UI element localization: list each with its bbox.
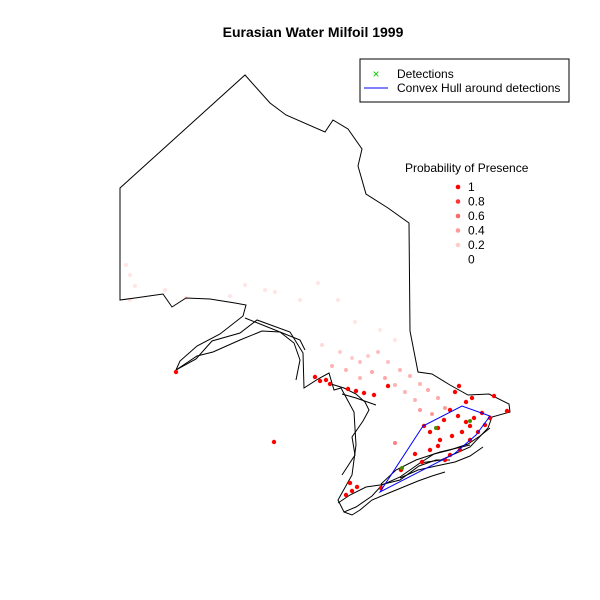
probability-legend-marker <box>455 242 461 248</box>
province-outline <box>119 74 511 516</box>
probability-legend-label: 0.2 <box>468 238 485 252</box>
hull-label: Convex Hull around detections <box>397 81 560 95</box>
legend-box <box>359 58 570 103</box>
probability-legend: Probability of Presence 10.80.60.40.20 <box>405 161 529 267</box>
detection-markers <box>400 419 472 470</box>
legend: × Detections Convex Hull around detectio… <box>359 58 570 103</box>
low-probability-points <box>124 263 447 445</box>
probability-legend-label: 0.4 <box>468 224 485 238</box>
probability-legend-label: 1 <box>468 180 475 194</box>
probability-legend-label: 0.6 <box>468 209 485 223</box>
probability-legend-marker <box>455 228 461 233</box>
probability-legend-marker <box>455 184 461 190</box>
detections-symbol: × <box>372 67 379 81</box>
probability-legend-label: 0 <box>468 253 475 267</box>
probability-legend-marker <box>456 257 461 262</box>
probability-legend-title: Probability of Presence <box>405 161 529 175</box>
probability-legend-marker <box>455 199 461 204</box>
probability-legend-marker <box>455 213 461 219</box>
detections-label: Detections <box>397 67 454 81</box>
probability-legend-label: 0.8 <box>468 195 485 209</box>
convex-hull <box>378 405 491 494</box>
map-title: Eurasian Water Milfoil 1999 <box>223 24 404 40</box>
